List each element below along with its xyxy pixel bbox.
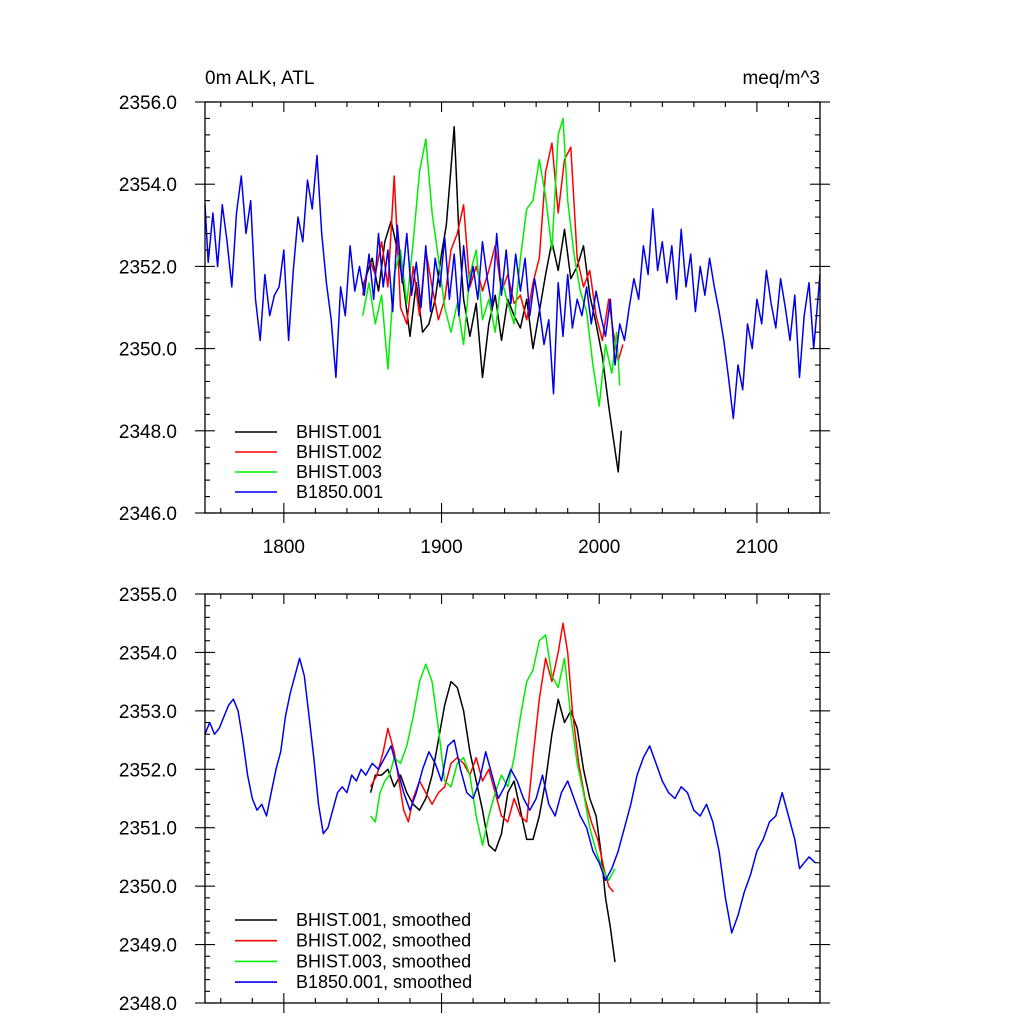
series-line-3 [204,154,821,420]
y-tick-label: 2348.0 [119,994,177,1015]
legend-label: BHIST.003, smoothed [296,951,471,971]
y-tick-label: 2352.0 [119,760,177,781]
alkalinity-smoothed-panel: 2348.0 2349.0 2350.0 2351.0 2352.0 2353.0 2354… [119,585,830,1015]
legend-label: B1850.001 [296,482,383,502]
panel-title-right: meq/m^3 [742,68,820,89]
y-tick-label: 2354.0 [119,643,177,664]
legend-label: BHIST.002, smoothed [296,931,471,951]
legend-label: BHIST.001 [296,422,382,442]
legend-label: B1850.001, smoothed [296,972,472,992]
y-tick-label: 2346.0 [119,504,177,525]
y-tick-label: 2350.0 [119,877,177,898]
series-line-3 [204,657,816,934]
y-tick-label: 2353.0 [119,702,177,723]
y-tick-label: 2354.0 [119,175,177,196]
series-line-2 [361,117,621,407]
series-line-1 [369,622,614,893]
x-tick-label: 1900 [420,537,462,558]
legend-label: BHIST.003 [296,462,382,482]
x-tick-label: 1800 [263,537,305,558]
y-tick-label: 2348.0 [119,422,177,443]
y-tick-label: 2350.0 [119,340,177,361]
y-tick-label: 2351.0 [119,819,177,840]
x-tick-label: 2000 [578,537,620,558]
y-tick-label: 2352.0 [119,257,177,278]
y-tick-label: 2355.0 [119,585,177,606]
plot-frame [204,593,821,1004]
plot-frame [204,101,821,514]
legend-label: BHIST.001, smoothed [296,910,471,930]
legend-label: BHIST.002 [296,442,382,462]
series-line-0 [361,125,623,473]
series-line-0 [369,680,616,963]
y-tick-label: 2356.0 [119,93,177,114]
x-tick-label: 2100 [736,537,778,558]
alkalinity-raw-panel: 0m ALK, ATL meq/m^3 1800 1900 2000 2100 2346… [119,68,830,558]
y-tick-label: 2349.0 [119,936,177,957]
series-line-2 [370,634,616,882]
panel-title-left: 0m ALK, ATL [205,68,314,89]
